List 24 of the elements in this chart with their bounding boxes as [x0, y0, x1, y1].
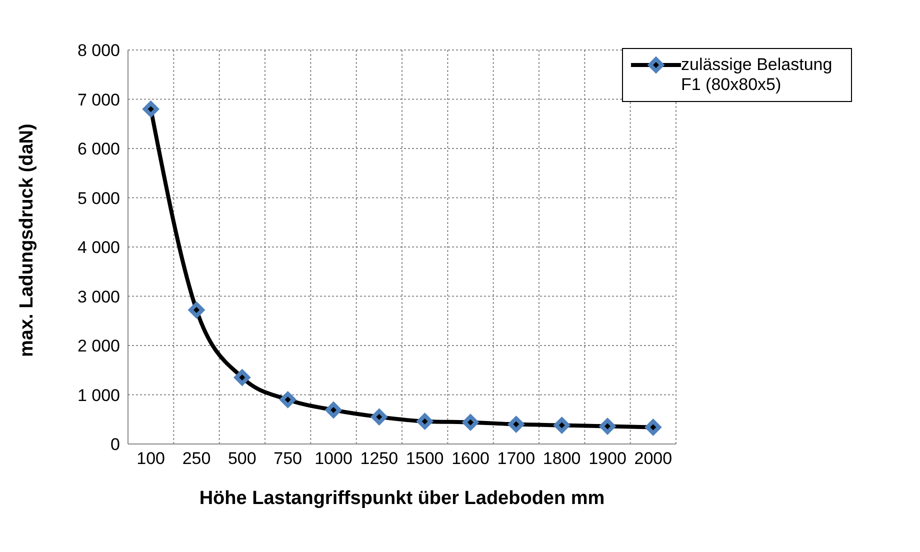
x-tick-label: 1600 [452, 449, 490, 468]
y-tick-label: 5 000 [77, 188, 120, 208]
x-tick-label: 500 [228, 449, 256, 468]
y-tick-label: 2 000 [77, 336, 120, 356]
y-tick-label: 3 000 [77, 287, 120, 306]
x-axis-title: Höhe Lastangriffspunkt über Ladeboden mm [199, 488, 605, 509]
y-tick-label: 6 000 [77, 140, 120, 159]
x-tick-label: 100 [136, 449, 166, 468]
x-tick-label: 1000 [314, 449, 352, 468]
x-tick-label: 1500 [406, 449, 444, 468]
x-tick-label: 1700 [497, 449, 536, 468]
y-tick-label: 1 000 [77, 386, 120, 405]
x-tick-label: 250 [182, 449, 211, 468]
x-tick-label: 2000 [634, 449, 672, 468]
y-axis-title: max. Ladungsdruck (daN) [16, 124, 38, 357]
y-tick-label: 8 000 [77, 41, 120, 60]
y-tick-label: 7 000 [77, 90, 120, 110]
legend-label: zulässige Belastung F1 (80x80x5) [681, 55, 834, 95]
y-tick-label: 4 000 [77, 238, 120, 258]
x-tick-label: 1800 [542, 449, 581, 468]
x-tick-label: 1900 [588, 449, 626, 468]
x-tick-label: 1250 [360, 449, 398, 468]
x-tick-label: 750 [274, 449, 302, 468]
y-tick-label: 0 [110, 435, 120, 454]
